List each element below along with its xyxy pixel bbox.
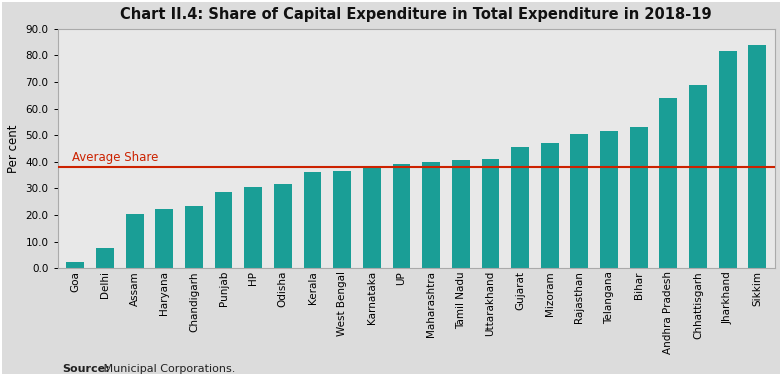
Bar — [571, 134, 588, 268]
Bar — [719, 51, 737, 268]
Text: Municipal Corporations.: Municipal Corporations. — [100, 364, 235, 374]
Bar — [156, 209, 173, 268]
Text: Source:: Source: — [63, 364, 110, 374]
Bar — [333, 171, 351, 268]
Bar — [422, 162, 440, 268]
Text: Average Share: Average Share — [72, 151, 158, 164]
Bar — [630, 127, 647, 268]
Bar — [363, 167, 381, 268]
Bar — [274, 184, 292, 268]
Bar — [96, 248, 114, 268]
Bar — [482, 159, 500, 268]
Bar — [600, 131, 618, 268]
Bar — [303, 172, 321, 268]
Y-axis label: Per cent: Per cent — [7, 124, 20, 173]
Title: Chart II.4: Share of Capital Expenditure in Total Expenditure in 2018-19: Chart II.4: Share of Capital Expenditure… — [120, 7, 712, 22]
Bar — [393, 164, 411, 268]
Bar — [244, 187, 262, 268]
Bar — [659, 98, 677, 268]
Bar — [215, 193, 232, 268]
Bar — [452, 161, 470, 268]
Bar — [66, 262, 84, 268]
Bar — [689, 85, 707, 268]
Bar — [511, 147, 529, 268]
Bar — [748, 45, 766, 268]
Bar — [185, 206, 203, 268]
Bar — [541, 143, 558, 268]
Bar — [126, 214, 144, 268]
